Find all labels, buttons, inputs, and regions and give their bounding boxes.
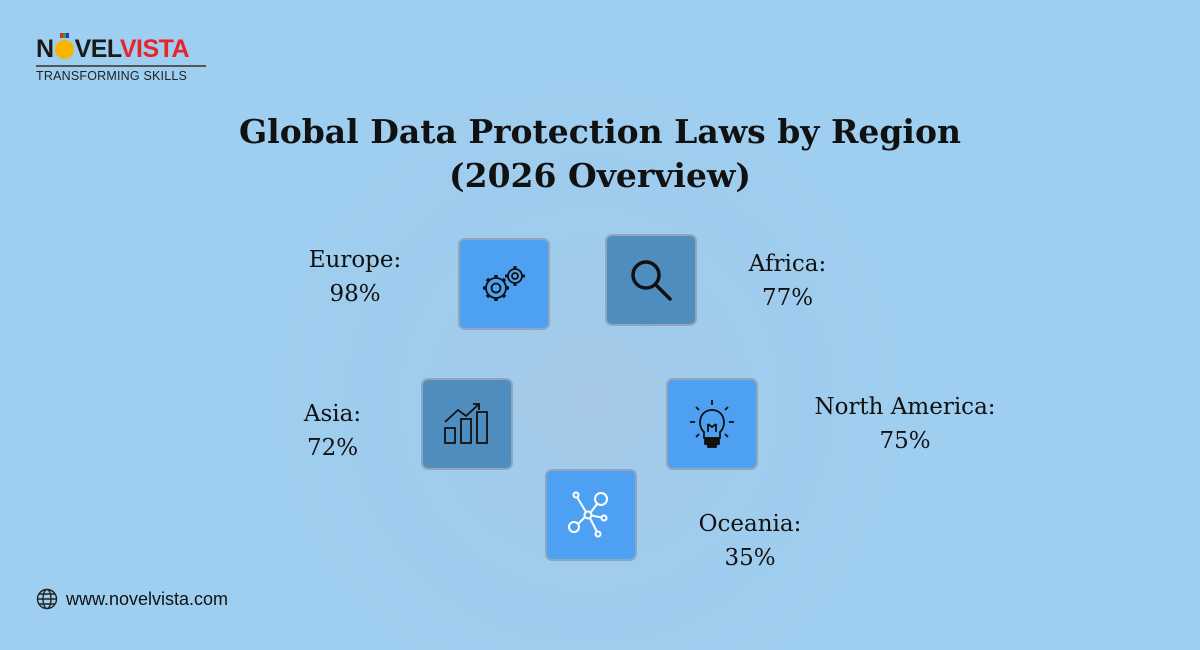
- region-name: Europe:: [308, 247, 402, 273]
- logo-text: VEL: [74, 35, 121, 63]
- novelvista-logo: N VELVISTA TRANSFORMING SKILLS: [36, 33, 206, 83]
- region-label-north-america: North America: 75%: [800, 390, 1010, 458]
- bar-chart-icon: [444, 403, 488, 444]
- region-value: 77%: [761, 285, 814, 311]
- region-label-europe: Europe: 98%: [290, 243, 420, 311]
- logo-bulb-icon: [54, 33, 74, 59]
- region-label-africa: Africa: 77%: [720, 247, 855, 315]
- logo-tagline: TRANSFORMING SKILLS: [36, 69, 188, 83]
- gears-icon: [483, 266, 525, 301]
- website-link[interactable]: www.novelvista.com: [66, 588, 229, 609]
- lightbulb-icon: [690, 400, 734, 448]
- region-label-asia: Asia: 72%: [280, 397, 385, 465]
- region-name: Africa:: [748, 251, 827, 277]
- region-value: 75%: [879, 428, 931, 454]
- region-name: North America:: [814, 394, 996, 420]
- africa-box: [605, 234, 697, 326]
- title-line-1: Global Data Protection Laws by Region: [239, 112, 961, 151]
- magnifier-icon: [631, 260, 672, 301]
- oceania-box: [545, 469, 637, 561]
- asia-box: [421, 378, 513, 470]
- title-line-2: (2026 Overview): [449, 156, 751, 195]
- logo-text-red: VISTA: [119, 35, 190, 63]
- europe-box: [458, 238, 550, 330]
- region-value: 72%: [306, 435, 359, 461]
- north-america-box: [666, 378, 758, 470]
- region-value: 98%: [329, 281, 381, 307]
- region-name: Oceania:: [698, 511, 802, 537]
- footer: www.novelvista.com: [36, 588, 228, 610]
- region-value: 35%: [724, 545, 776, 571]
- page-title: Global Data Protection Laws by Region (2…: [0, 110, 1200, 198]
- network-icon: [568, 491, 608, 538]
- globe-icon: [36, 588, 58, 610]
- logo-divider: [36, 65, 206, 67]
- region-label-oceania: Oceania: 35%: [685, 507, 815, 575]
- region-name: Asia:: [303, 401, 362, 427]
- logo-text: N: [36, 35, 54, 63]
